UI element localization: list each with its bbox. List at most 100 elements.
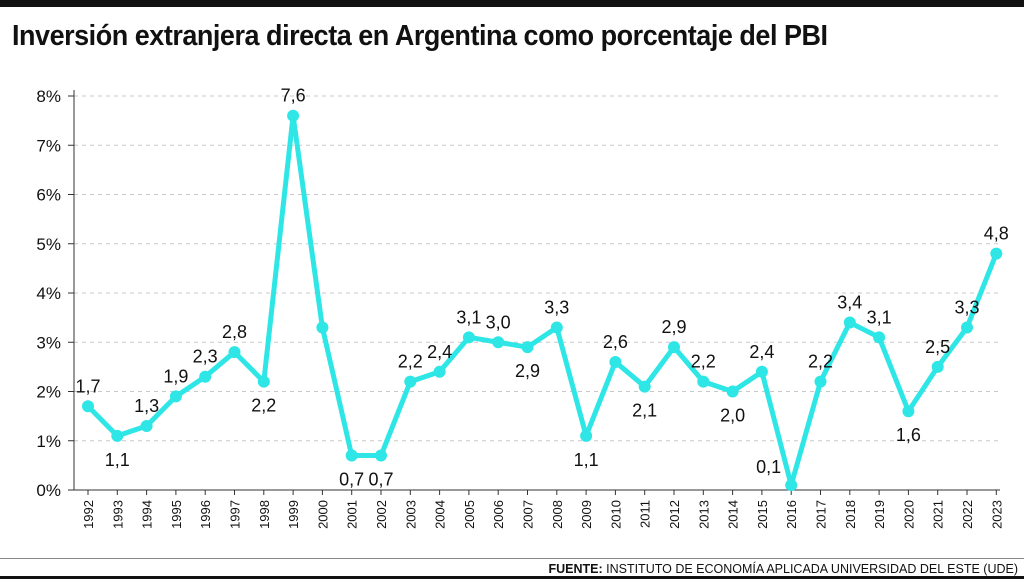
- data-label: 2,2: [691, 352, 716, 372]
- data-label: 3,3: [954, 297, 979, 317]
- x-tick-label: 2017: [814, 500, 829, 529]
- x-tick-label: 2004: [433, 500, 448, 529]
- x-tick-label: 2008: [550, 500, 565, 529]
- data-label: 2,6: [603, 332, 628, 352]
- data-point: [638, 380, 651, 393]
- data-label: 0,7: [339, 470, 364, 490]
- y-tick-label: 0%: [36, 481, 61, 500]
- data-label: 2,8: [222, 322, 247, 342]
- data-label: 2,9: [515, 361, 540, 381]
- x-tick-label: 2015: [755, 500, 770, 529]
- x-tick-label: 2013: [696, 500, 711, 529]
- data-point: [814, 375, 827, 388]
- x-tick-label: 2018: [843, 500, 858, 529]
- data-point: [961, 321, 973, 334]
- y-tick-label: 5%: [36, 235, 61, 254]
- data-point: [580, 429, 593, 442]
- x-tick-label: 2020: [901, 500, 916, 529]
- x-tick-label: 1993: [110, 500, 125, 529]
- source-note: FUENTE: INSTITUTO DE ECONOMÍA APLICADA U…: [548, 562, 1018, 576]
- y-tick-label: 7%: [36, 136, 61, 155]
- data-label: 2,0: [720, 406, 745, 426]
- data-label: 1,9: [163, 366, 188, 386]
- data-label: 3,4: [837, 293, 862, 313]
- x-tick-label: 1995: [169, 500, 184, 529]
- y-tick-label: 2%: [36, 383, 61, 402]
- data-label: 1,7: [75, 376, 100, 396]
- chart-title: Inversión extranjera directa en Argentin…: [12, 20, 828, 52]
- x-tick-label: 2021: [931, 500, 946, 529]
- y-tick-label: 6%: [36, 186, 61, 205]
- x-tick-label: 1998: [257, 500, 272, 529]
- data-label: 3,0: [486, 312, 511, 332]
- data-label: 3,3: [544, 297, 569, 317]
- data-label: 2,2: [808, 352, 833, 372]
- data-point: [82, 400, 94, 413]
- x-tick-label: 2022: [960, 500, 975, 529]
- source-label: FUENTE:: [548, 562, 603, 576]
- x-tick-label: 2014: [726, 500, 741, 529]
- data-label: 2,2: [398, 352, 423, 372]
- x-tick-label: 2023: [989, 500, 1004, 529]
- data-point: [902, 405, 915, 418]
- series-line: [85, 113, 999, 488]
- data-point: [726, 385, 739, 398]
- data-label: 2,3: [193, 347, 218, 367]
- data-point: [316, 321, 329, 334]
- y-tick-label: 1%: [36, 432, 61, 451]
- x-tick-label: 2000: [315, 500, 330, 529]
- data-point: [228, 346, 241, 359]
- data-point: [990, 247, 1003, 260]
- x-tick-label: 2005: [462, 500, 477, 529]
- data-point: [140, 419, 153, 432]
- data-point: [169, 390, 182, 403]
- data-label: 2,9: [661, 317, 686, 337]
- data-label: 4,8: [984, 224, 1009, 244]
- x-tick-label: 2016: [784, 500, 799, 529]
- y-tick-label: 8%: [36, 87, 61, 106]
- data-point: [257, 375, 270, 388]
- data-point: [287, 109, 300, 122]
- y-tick-label: 4%: [36, 284, 61, 303]
- data-point: [668, 341, 680, 354]
- data-point: [609, 355, 622, 368]
- data-label: 0,1: [756, 457, 781, 477]
- data-label: 2,5: [925, 337, 950, 357]
- data-point: [755, 365, 768, 378]
- x-tick-label: 1996: [198, 500, 213, 529]
- x-tick-label: 2010: [608, 500, 623, 529]
- data-point: [111, 429, 124, 442]
- bottom-bar: [0, 576, 1024, 579]
- x-tick-label: 1997: [228, 500, 243, 529]
- x-tick-label: 1999: [286, 500, 301, 529]
- x-tick-label: 2009: [579, 500, 594, 529]
- x-tick-label: 1994: [140, 500, 155, 529]
- x-tick-label: 2007: [521, 500, 536, 529]
- x-tick-label: 2001: [345, 500, 360, 529]
- data-label: 1,1: [105, 450, 130, 470]
- top-bar: [0, 0, 1024, 7]
- data-label: 2,1: [632, 401, 657, 421]
- data-label: 2,2: [251, 396, 276, 416]
- data-label: 3,1: [456, 307, 481, 327]
- line-chart: 0% 1% 2% 3% 4% 5% 6% 7% 8% 1992 1993 1994 1995 1996 19…: [36, 86, 1009, 529]
- data-point: [521, 341, 534, 354]
- data-point: [433, 365, 446, 378]
- data-label: 2,4: [427, 342, 452, 362]
- data-point: [931, 360, 944, 373]
- data-label: 2,4: [749, 342, 774, 362]
- data-label: 7,6: [281, 86, 306, 106]
- y-tick-label: 3%: [36, 333, 61, 352]
- data-point: [199, 370, 212, 383]
- data-point: [843, 316, 856, 329]
- data-point: [785, 479, 798, 492]
- x-tick-label: 2019: [872, 500, 887, 529]
- x-tick-label: 1992: [81, 500, 96, 529]
- x-tick-label: 2012: [667, 500, 682, 529]
- data-point: [462, 331, 475, 344]
- data-label: 1,3: [134, 396, 159, 416]
- data-label: 1,1: [574, 450, 599, 470]
- data-point: [873, 331, 886, 344]
- source-text: INSTITUTO DE ECONOMÍA APLICADA UNIVERSID…: [606, 562, 1018, 576]
- x-tick-label: 2002: [374, 500, 389, 529]
